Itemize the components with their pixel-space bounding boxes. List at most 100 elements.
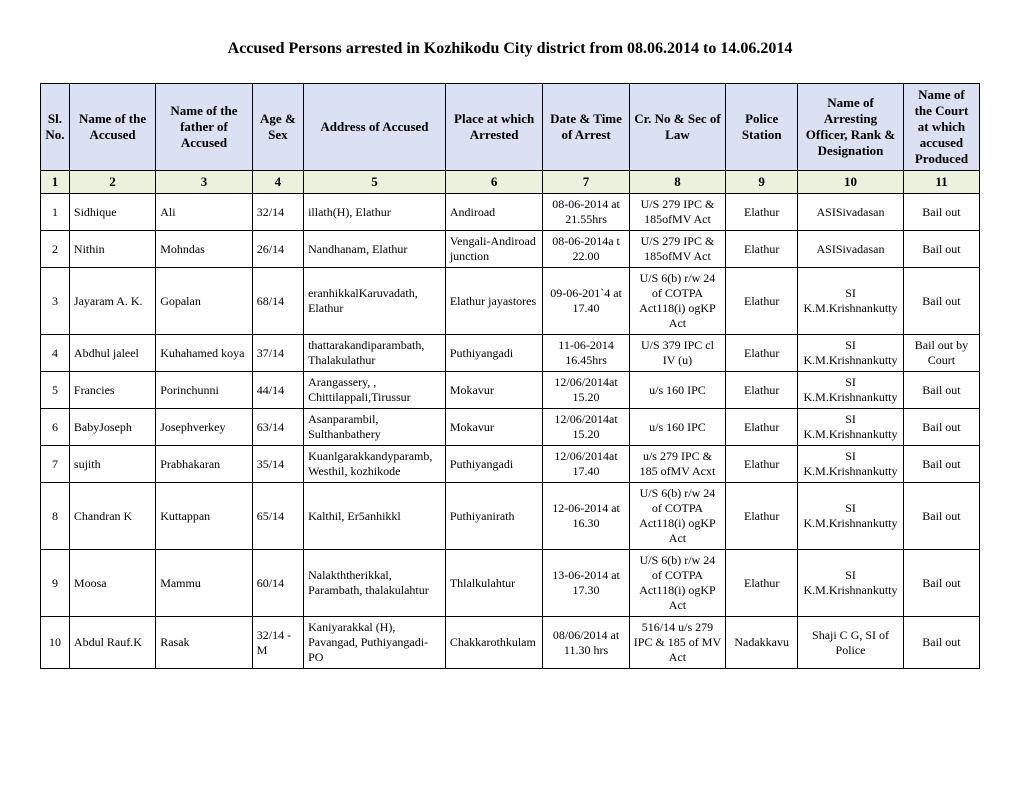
cell-date: 08-06-2014 at 21.55hrs [543, 194, 629, 231]
cell-station: Elathur [726, 446, 798, 483]
cell-addr: Arangassery, , Chittilappali,Tirussur [304, 372, 446, 409]
cell-place: Mokavur [445, 409, 543, 446]
table-body: 1SidhiqueAli32/14illath(H), ElathurAndir… [41, 194, 980, 669]
table-row: 4Abdhul jaleelKuhahamed koya37/14thattar… [41, 335, 980, 372]
cell-court: Bail out by Court [903, 335, 979, 372]
cell-sl: 5 [41, 372, 70, 409]
colnum: 5 [304, 171, 446, 194]
cell-age: 68/14 [252, 268, 303, 335]
table-row: 1SidhiqueAli32/14illath(H), ElathurAndir… [41, 194, 980, 231]
cell-officer: SI K.M.Krishnankutty [798, 550, 904, 617]
cell-court: Bail out [903, 483, 979, 550]
cell-father: Ali [156, 194, 253, 231]
arrest-table: Sl. No. Name of the Accused Name of the … [40, 83, 980, 669]
cell-date: 12/06/2014at 15.20 [543, 372, 629, 409]
cell-law: u/s 160 IPC [629, 372, 726, 409]
colnum: 3 [156, 171, 253, 194]
cell-station: Elathur [726, 335, 798, 372]
cell-law: u/s 160 IPC [629, 409, 726, 446]
cell-name: sujith [69, 446, 155, 483]
cell-station: Elathur [726, 550, 798, 617]
cell-place: Puthiyangadi [445, 446, 543, 483]
cell-date: 11-06-2014 16.45hrs [543, 335, 629, 372]
col-header-date: Date & Time of Arrest [543, 84, 629, 171]
cell-age: 35/14 [252, 446, 303, 483]
table-header-row: Sl. No. Name of the Accused Name of the … [41, 84, 980, 171]
colnum: 7 [543, 171, 629, 194]
cell-station: Elathur [726, 268, 798, 335]
cell-father: Josephverkey [156, 409, 253, 446]
colnum: 1 [41, 171, 70, 194]
cell-place: Puthiyanirath [445, 483, 543, 550]
cell-sl: 8 [41, 483, 70, 550]
cell-date: 08-06-2014a t 22.00 [543, 231, 629, 268]
cell-age: 44/14 [252, 372, 303, 409]
cell-sl: 9 [41, 550, 70, 617]
table-row: 7sujithPrabhakaran35/14Kuanlgarakkandypa… [41, 446, 980, 483]
cell-law: u/s 279 IPC & 185 ofMV Acxt [629, 446, 726, 483]
cell-officer: SI K.M.Krishnankutty [798, 483, 904, 550]
colnum: 2 [69, 171, 155, 194]
cell-addr: illath(H), Elathur [304, 194, 446, 231]
cell-date: 12/06/2014at 17.40 [543, 446, 629, 483]
cell-court: Bail out [903, 550, 979, 617]
cell-sl: 7 [41, 446, 70, 483]
cell-date: 08/06/2014 at 11.30 hrs [543, 617, 629, 669]
cell-name: Nithin [69, 231, 155, 268]
cell-officer: ASISivadasan [798, 194, 904, 231]
cell-station: Elathur [726, 231, 798, 268]
cell-law: U/S 6(b) r/w 24 of COTPA Act118(i) ogKP … [629, 268, 726, 335]
cell-court: Bail out [903, 409, 979, 446]
cell-addr: Kalthil, Er5anhikkl [304, 483, 446, 550]
col-header-age: Age & Sex [252, 84, 303, 171]
cell-father: Porinchunni [156, 372, 253, 409]
cell-law: U/S 6(b) r/w 24 of COTPA Act118(i) ogKP … [629, 483, 726, 550]
cell-officer: SI K.M.Krishnankutty [798, 268, 904, 335]
cell-law: 516/14 u/s 279 IPC & 185 of MV Act [629, 617, 726, 669]
cell-date: 12-06-2014 at 16.30 [543, 483, 629, 550]
cell-father: Gopalan [156, 268, 253, 335]
cell-father: Rasak [156, 617, 253, 669]
cell-name: Sidhique [69, 194, 155, 231]
cell-place: Andiroad [445, 194, 543, 231]
col-header-court: Name of the Court at which accused Produ… [903, 84, 979, 171]
cell-sl: 10 [41, 617, 70, 669]
cell-place: Chakkarothkulam [445, 617, 543, 669]
cell-officer: Shaji C G, SI of Police [798, 617, 904, 669]
cell-age: 32/14 - M [252, 617, 303, 669]
colnum: 6 [445, 171, 543, 194]
table-row: 8Chandran KKuttappan65/14Kalthil, Er5anh… [41, 483, 980, 550]
colnum: 8 [629, 171, 726, 194]
cell-station: Elathur [726, 483, 798, 550]
col-header-law: Cr. No & Sec of Law [629, 84, 726, 171]
table-row: 10Abdul Rauf.KRasak32/14 - MKaniyarakkal… [41, 617, 980, 669]
cell-law: U/S 279 IPC & 185ofMV Act [629, 231, 726, 268]
cell-court: Bail out [903, 194, 979, 231]
cell-father: Kuttappan [156, 483, 253, 550]
cell-court: Bail out [903, 268, 979, 335]
table-row: 6BabyJosephJosephverkey63/14Asanparambil… [41, 409, 980, 446]
cell-date: 09-06-201`4 at 17.40 [543, 268, 629, 335]
cell-officer: SI K.M.Krishnankutty [798, 372, 904, 409]
cell-station: Elathur [726, 372, 798, 409]
cell-court: Bail out [903, 372, 979, 409]
cell-sl: 3 [41, 268, 70, 335]
cell-addr: eranhikkalKaruvadath, Elathur [304, 268, 446, 335]
cell-name: Abdul Rauf.K [69, 617, 155, 669]
cell-place: Mokavur [445, 372, 543, 409]
cell-addr: Kuanlgarakkandyparamb, Westhil, kozhikod… [304, 446, 446, 483]
cell-law: U/S 279 IPC & 185ofMV Act [629, 194, 726, 231]
cell-father: Prabhakaran [156, 446, 253, 483]
col-header-officer: Name of Arresting Officer, Rank & Design… [798, 84, 904, 171]
cell-court: Bail out [903, 617, 979, 669]
col-header-addr: Address of Accused [304, 84, 446, 171]
col-header-father: Name of the father of Accused [156, 84, 253, 171]
page-title: Accused Persons arrested in Kozhikodu Ci… [40, 40, 980, 58]
col-header-name: Name of the Accused [69, 84, 155, 171]
cell-date: 12/06/2014at 15.20 [543, 409, 629, 446]
cell-name: Francies [69, 372, 155, 409]
cell-officer: SI K.M.Krishnankutty [798, 409, 904, 446]
cell-addr: Kaniyarakkal (H), Pavangad, Puthiyangadi… [304, 617, 446, 669]
cell-age: 37/14 [252, 335, 303, 372]
table-colnum-row: 1 2 3 4 5 6 7 8 9 10 11 [41, 171, 980, 194]
